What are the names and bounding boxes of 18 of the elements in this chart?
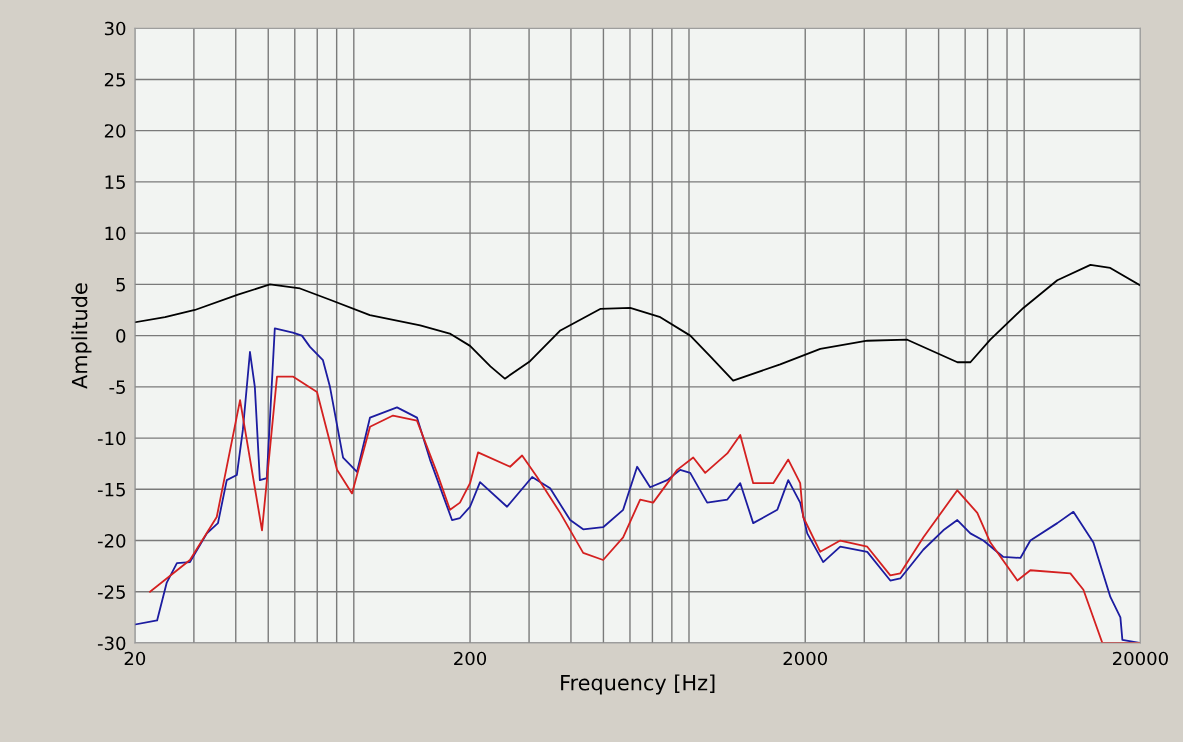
x-tick-label: 200	[454, 651, 487, 666]
x-axis-title: Frequency [Hz]	[561, 674, 715, 695]
y-tick-label: -15	[97, 483, 125, 497]
y-tick-label: -10	[97, 431, 126, 446]
y-tick-label: 0	[116, 329, 126, 343]
y-tick-label: 15	[105, 175, 125, 190]
y-tick-label: 10	[105, 226, 126, 241]
y-tick-label: -25	[97, 585, 125, 599]
y-tick-label: -5	[109, 380, 125, 394]
y-tick-label: 30	[104, 21, 126, 36]
y-tick-label: 20	[104, 124, 126, 138]
y-axis-title: Amplitude	[71, 283, 92, 389]
y-tick-label: -20	[97, 534, 126, 548]
y-tick-label: 5	[116, 278, 125, 292]
x-tick-label: 2000	[783, 651, 827, 666]
y-tick-label: 25	[104, 72, 125, 87]
x-tick-label: 20000	[1113, 651, 1168, 666]
y-tick-label: -30	[97, 636, 126, 651]
